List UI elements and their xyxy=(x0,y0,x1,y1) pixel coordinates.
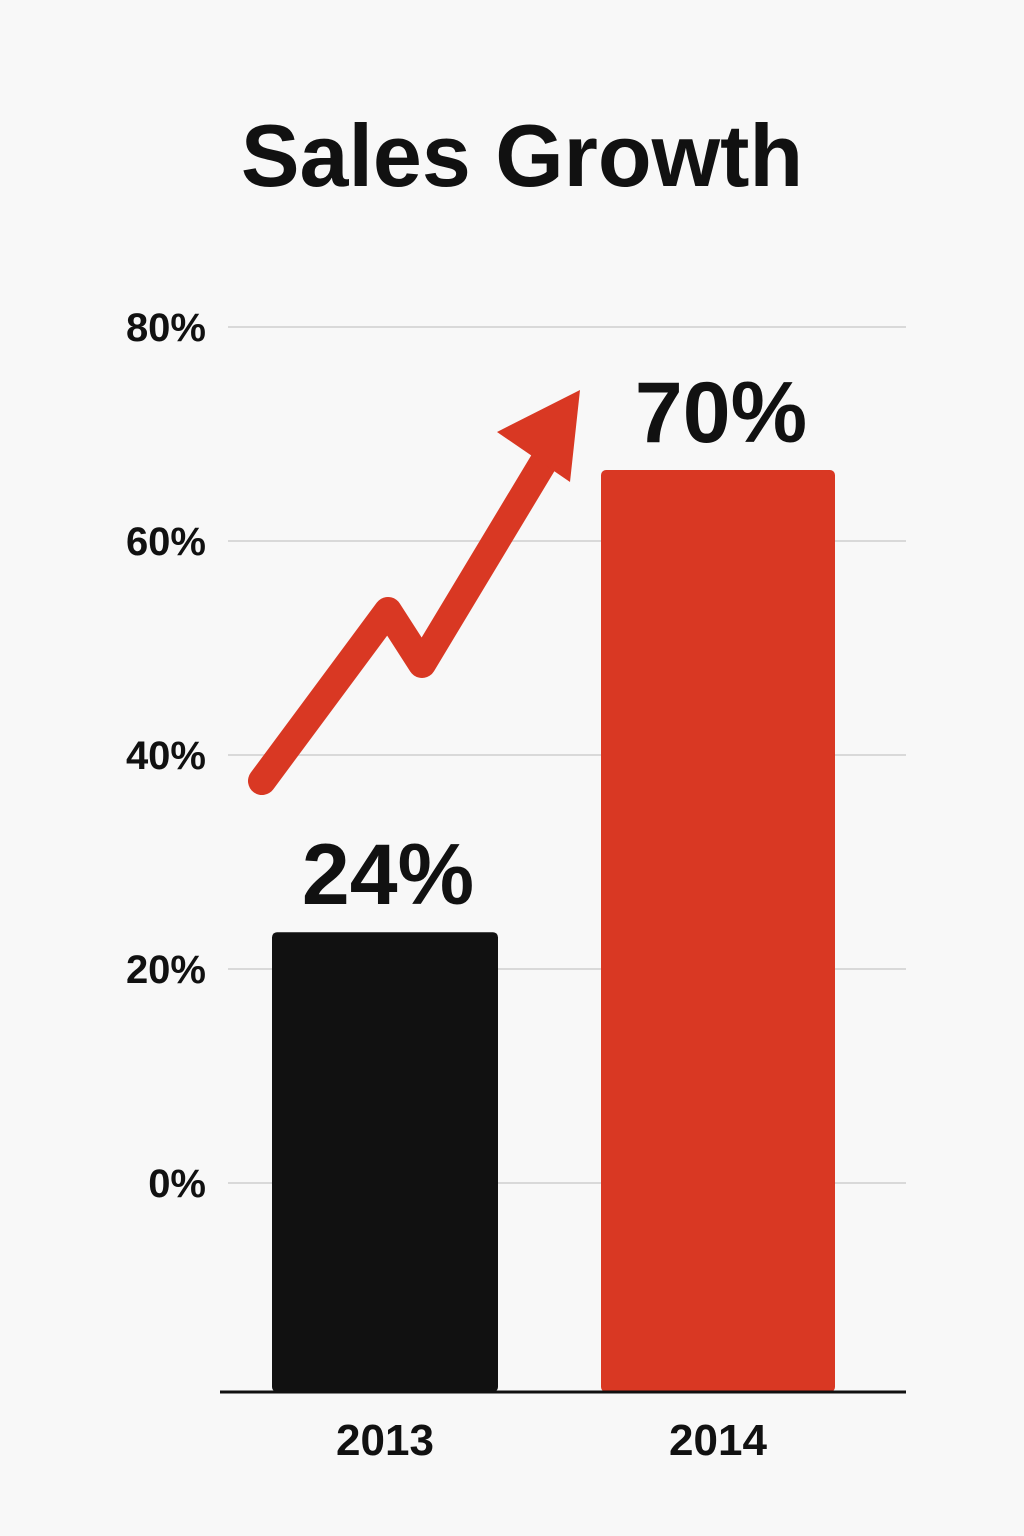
chart-title: Sales Growth xyxy=(240,106,804,205)
data-label-2013: 24% xyxy=(302,827,474,923)
trend-arrow-icon xyxy=(248,390,580,795)
y-tick-label: 80% xyxy=(126,306,206,350)
y-tick-label: 0% xyxy=(148,1162,206,1206)
bars xyxy=(272,470,835,1392)
y-tick-label: 20% xyxy=(126,948,206,992)
bar-2014 xyxy=(601,470,835,1392)
y-tick-label: 40% xyxy=(126,734,206,778)
data-label-2014: 70% xyxy=(635,365,807,461)
x-tick-label-2013: 2013 xyxy=(336,1416,434,1465)
trend-arrow-head xyxy=(497,390,580,482)
x-tick-label-2014: 2014 xyxy=(669,1416,767,1465)
bar-2013 xyxy=(272,932,498,1392)
y-tick-label: 60% xyxy=(126,520,206,564)
y-axis-tick-labels: 0% 20% 40% 60% 80% xyxy=(126,306,206,1206)
data-labels: 24% 70% xyxy=(302,365,807,923)
trend-arrow-line xyxy=(248,434,566,795)
x-axis-category-labels: 2013 2014 xyxy=(336,1416,767,1465)
